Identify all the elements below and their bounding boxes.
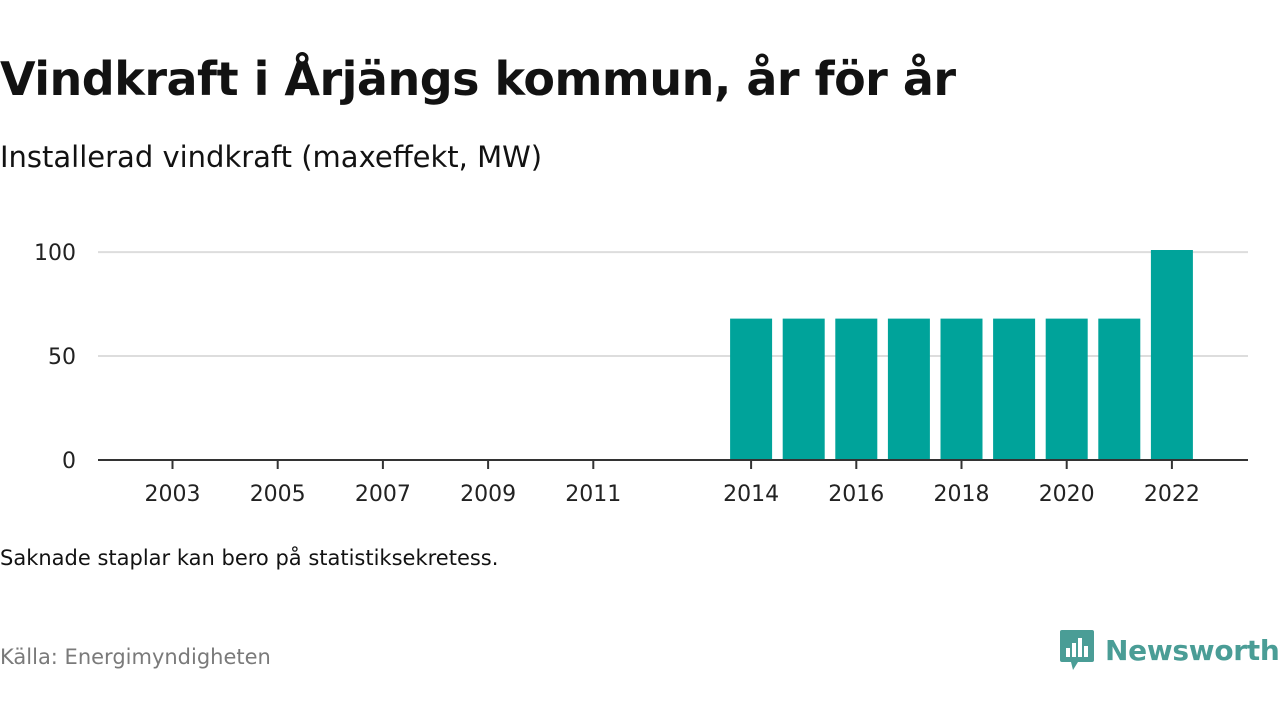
x-tick-label: 2011: [565, 482, 621, 507]
x-tick-label: 2020: [1039, 482, 1095, 507]
x-tick-label: 2007: [355, 482, 411, 507]
bar-2016: [835, 318, 878, 460]
bar-2020: [1045, 318, 1088, 460]
chart-title: Vindkraft i Årjängs kommun, år för år: [0, 52, 956, 106]
x-tick-label: 2016: [828, 482, 884, 507]
newsworthy-logo-icon: [1060, 630, 1094, 670]
x-tick-label: 2009: [460, 482, 516, 507]
axes: 0 50 100 2003 2005 2007 2009 2011 2014 2016 2018 20…: [34, 241, 1248, 507]
bar-2014: [730, 318, 773, 460]
chart-subtitle: Installerad vindkraft (maxeffekt, MW): [0, 140, 543, 174]
x-tick-label: 2022: [1144, 482, 1200, 507]
y-tick-label: 50: [48, 345, 76, 370]
logo-text: Newsworthy: [1105, 633, 1280, 667]
y-tick-label: 0: [62, 449, 76, 474]
bar-chart: 0 50 100 2003 2005 2007 2009 2011 2014 2016 2018 20…: [34, 241, 1248, 507]
bar-2015: [782, 318, 825, 460]
x-tick-label: 2003: [145, 482, 201, 507]
x-tick-label: 2018: [934, 482, 990, 507]
y-tick-label: 100: [34, 241, 76, 266]
bar-2018: [940, 318, 983, 460]
footnote: Saknade staplar kan bero på statistiksek…: [0, 546, 499, 570]
bar-2017: [887, 318, 930, 460]
bar-2021: [1098, 318, 1141, 460]
x-tick-label: 2005: [250, 482, 306, 507]
bars: [730, 250, 1193, 460]
bar-2019: [993, 318, 1036, 460]
bar-2022: [1150, 250, 1193, 460]
source-line: Källa: Energimyndigheten: [0, 645, 271, 669]
newsworthy-logo[interactable]: Newsworthy: [1059, 628, 1280, 672]
x-tick-label: 2014: [723, 482, 779, 507]
